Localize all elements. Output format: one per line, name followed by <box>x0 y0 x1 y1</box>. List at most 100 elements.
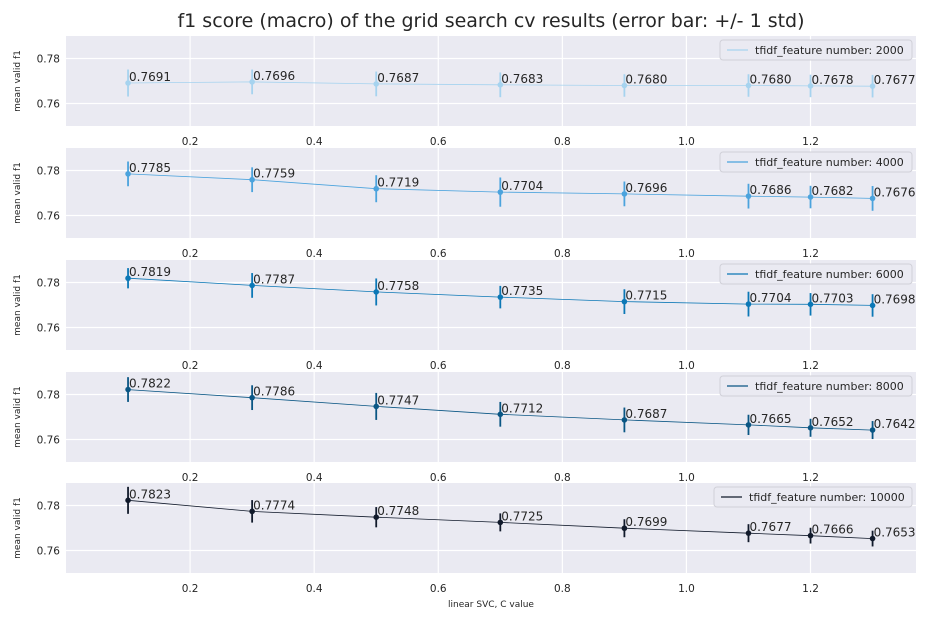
data-point <box>249 394 255 401</box>
data-point <box>373 403 380 410</box>
subplot-2: 0.2 0.4 0.6 0.8 1.0 1.2 0.76 0.78 mean valid f1 0… <box>13 148 916 260</box>
x-tick-label: 0.6 <box>430 583 447 595</box>
subplots: 0.2 0.4 0.6 0.8 1.0 1.2 0.76 0.78 mean valid f1 0… <box>13 36 916 595</box>
data-label: 0.7666 <box>812 523 854 537</box>
data-label: 0.7786 <box>253 385 295 399</box>
data-label: 0.7735 <box>501 284 543 298</box>
data-label: 0.7785 <box>129 161 171 175</box>
data-label: 0.7823 <box>129 487 171 501</box>
y-axis-label: mean valid f1 <box>13 497 23 559</box>
data-point <box>869 427 876 433</box>
x-tick-label: 0.8 <box>554 360 571 372</box>
y-tick-label: 0.78 <box>37 278 60 290</box>
legend-box <box>719 39 913 61</box>
data-label: 0.7759 <box>253 167 295 181</box>
y-axis-label: mean valid f1 <box>13 386 23 448</box>
legend-box <box>719 375 913 397</box>
x-tick-label: 0.4 <box>306 360 323 372</box>
legend: tfidf_feature number: 8000 <box>719 375 913 397</box>
data-label: 0.7687 <box>377 71 419 85</box>
subplot-3: 0.2 0.4 0.6 0.8 1.0 1.2 0.76 0.78 mean valid f1 0… <box>13 260 916 372</box>
x-tick-label: 0.4 <box>306 136 323 148</box>
data-label: 0.7725 <box>501 509 543 523</box>
data-point <box>745 530 752 536</box>
legend: tfidf_feature number: 2000 <box>719 39 913 61</box>
data-label: 0.7715 <box>625 289 667 303</box>
legend-box <box>719 263 913 285</box>
data-point <box>125 80 131 86</box>
x-tick-label: 0.4 <box>306 583 323 595</box>
data-point <box>621 298 628 305</box>
data-point <box>869 83 876 89</box>
data-point <box>621 417 628 423</box>
data-label: 0.7774 <box>253 498 295 512</box>
legend-label: tfidf_feature number: 2000 <box>755 44 904 57</box>
legend: tfidf_feature number: 4000 <box>719 151 913 173</box>
data-point <box>249 282 255 289</box>
x-tick-label: 1.2 <box>802 360 819 372</box>
data-point <box>373 185 380 192</box>
data-point <box>497 294 504 300</box>
x-tick-label: 1.2 <box>802 472 819 484</box>
data-point <box>807 194 814 200</box>
data-label: 0.7653 <box>874 526 916 540</box>
series-line <box>127 81 873 87</box>
series-line <box>127 277 873 306</box>
y-tick-label: 0.76 <box>37 99 61 111</box>
x-tick-label: 0.6 <box>430 248 447 260</box>
data-label: 0.7652 <box>812 415 854 429</box>
data-label: 0.7691 <box>129 70 171 84</box>
data-point <box>249 79 255 85</box>
x-tick-label: 0.2 <box>182 248 199 260</box>
data-point <box>249 508 255 515</box>
data-point <box>497 189 504 195</box>
x-tick-label: 1.2 <box>802 248 819 260</box>
data-label: 0.7678 <box>812 73 854 87</box>
x-tick-label: 0.6 <box>430 472 447 484</box>
subplot-4: 0.2 0.4 0.6 0.8 1.0 1.2 0.76 0.78 mean valid f1 0… <box>13 372 916 484</box>
y-axis-label: mean valid f1 <box>13 162 23 224</box>
data-label: 0.7703 <box>812 291 854 305</box>
y-tick-label: 0.78 <box>37 501 60 513</box>
data-label: 0.7758 <box>377 279 419 293</box>
data-point <box>497 82 504 88</box>
y-tick-label: 0.78 <box>37 166 60 178</box>
legend-label: tfidf_feature number: 10000 <box>749 491 905 504</box>
legend: tfidf_feature number: 10000 <box>713 486 913 508</box>
y-tick-label: 0.78 <box>37 390 60 402</box>
x-tick-label: 0.2 <box>182 472 199 484</box>
data-label: 0.7719 <box>377 176 419 190</box>
data-label: 0.7676 <box>874 185 916 199</box>
x-tick-label: 0.2 <box>182 583 199 595</box>
subplot-5: 0.2 0.4 0.6 0.8 1.0 1.2 0.76 0.78 mean valid f1 0… <box>13 483 916 595</box>
data-label: 0.7787 <box>253 272 295 286</box>
data-point <box>497 411 504 418</box>
data-label: 0.7698 <box>874 292 916 306</box>
data-point <box>869 535 876 542</box>
data-point <box>745 301 752 307</box>
legend-label: tfidf_feature number: 4000 <box>755 156 904 169</box>
y-tick-label: 0.76 <box>37 211 61 223</box>
data-label: 0.7677 <box>874 73 916 87</box>
data-label: 0.7687 <box>625 407 667 421</box>
series-line <box>127 173 873 199</box>
data-label: 0.7747 <box>377 393 419 407</box>
figure-title: f1 score (macro) of the grid search cv r… <box>177 10 804 32</box>
x-tick-label: 0.8 <box>554 248 571 260</box>
data-point <box>807 425 814 431</box>
data-label: 0.7704 <box>749 291 791 305</box>
x-tick-label: 0.8 <box>554 472 571 484</box>
x-tick-label: 0.4 <box>306 248 323 260</box>
x-tick-label: 0.2 <box>182 136 199 148</box>
legend-label: tfidf_feature number: 6000 <box>755 268 904 281</box>
series-line <box>127 389 873 431</box>
data-label: 0.7680 <box>625 73 667 87</box>
x-tick-label: 0.6 <box>430 136 447 148</box>
data-point <box>745 193 752 199</box>
data-label: 0.7696 <box>625 181 667 195</box>
data-point <box>497 519 504 526</box>
x-tick-label: 1.0 <box>678 136 695 148</box>
y-tick-label: 0.78 <box>37 54 60 66</box>
x-tick-label: 0.4 <box>306 472 323 484</box>
data-point <box>745 422 752 428</box>
